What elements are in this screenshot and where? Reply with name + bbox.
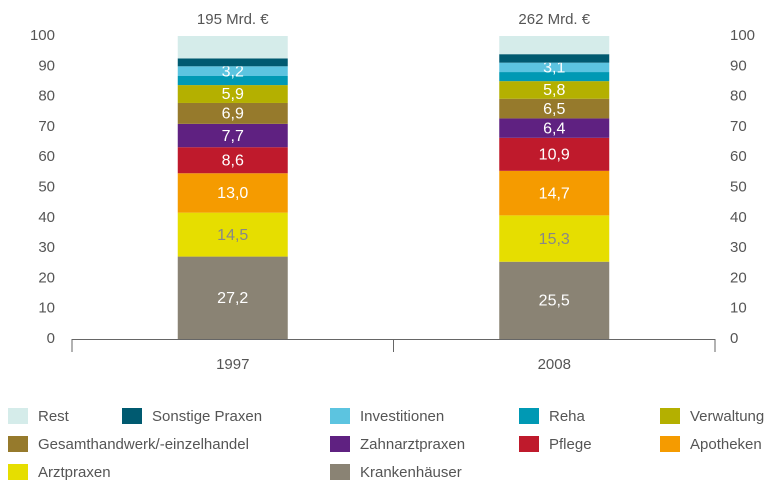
y-tick-label: 60 <box>38 148 55 165</box>
bar-segment <box>177 75 288 86</box>
y2-tick-label: 30 <box>730 239 747 256</box>
total-label: 262 Mrd. € <box>518 11 590 28</box>
value-label: 15,3 <box>539 231 570 248</box>
y2-tick-label: 0 <box>730 330 738 347</box>
bar-segment <box>499 81 610 99</box>
legend-swatch <box>122 408 142 424</box>
legend-swatch <box>330 464 350 480</box>
bar-segment <box>499 62 610 73</box>
y-tick-label: 100 <box>30 27 55 44</box>
bar-segment <box>499 118 610 138</box>
value-label: 27,2 <box>217 290 248 307</box>
bar-segment <box>499 72 610 82</box>
legend-swatch <box>660 408 680 424</box>
y2-tick-label: 10 <box>730 300 747 317</box>
value-label: 3,2 <box>222 63 244 80</box>
legend-swatch <box>8 436 28 452</box>
y-tick-label: 90 <box>38 57 55 74</box>
y-tick-label: 70 <box>38 118 55 135</box>
legend-swatch <box>660 436 680 452</box>
y2-tick-label: 100 <box>730 27 755 44</box>
total-label: 195 Mrd. € <box>197 11 269 28</box>
value-label: 14,5 <box>217 227 248 244</box>
legend-swatch <box>8 408 28 424</box>
value-label: 5,9 <box>222 86 244 103</box>
legend-label: Sonstige Praxen <box>152 408 262 425</box>
legend-label: Zahnarztpraxen <box>360 436 465 453</box>
y2-tick-label: 70 <box>730 118 747 135</box>
y2-tick-label: 50 <box>730 178 747 195</box>
y2-tick-label: 80 <box>730 88 747 105</box>
value-label: 6,4 <box>543 120 565 137</box>
y-tick-label: 0 <box>47 330 55 347</box>
value-label: 3,1 <box>543 60 565 77</box>
legend-label: Krankenhäuser <box>360 464 462 481</box>
bar-segment <box>499 54 610 63</box>
legend-swatch <box>330 408 350 424</box>
x-tick-label: 1997 <box>216 356 249 373</box>
value-label: 7,7 <box>222 128 244 145</box>
value-label: 5,8 <box>543 82 565 99</box>
value-label: 10,9 <box>539 147 570 164</box>
legend-label: Rest <box>38 408 70 425</box>
value-label: 6,5 <box>543 101 565 118</box>
bar-segment <box>499 98 610 119</box>
bar-segment <box>177 36 288 59</box>
bar-segment <box>499 261 610 339</box>
bar-segment <box>177 256 288 339</box>
legend-label: Reha <box>549 408 586 425</box>
y-tick-label: 10 <box>38 300 55 317</box>
y-tick-label: 20 <box>38 269 55 286</box>
legend-label: Arztpraxen <box>38 464 111 481</box>
y2-tick-label: 40 <box>730 209 747 226</box>
legend-label: Apotheken <box>690 436 762 453</box>
y2-tick-label: 60 <box>730 148 747 165</box>
y-tick-label: 40 <box>38 209 55 226</box>
bar-segment <box>499 170 610 216</box>
legend-label: Verwaltung <box>690 408 764 425</box>
value-label: 14,7 <box>539 185 570 202</box>
y2-tick-label: 90 <box>730 57 747 74</box>
bar-segment <box>177 123 288 148</box>
bar-segment <box>177 212 288 257</box>
legend-swatch <box>8 464 28 480</box>
bar-segment <box>177 58 288 67</box>
bar-segment <box>177 147 288 174</box>
legend-swatch <box>519 408 539 424</box>
legend-label: Investitionen <box>360 408 444 425</box>
y2-tick-label: 20 <box>730 269 747 286</box>
value-label: 8,6 <box>222 152 244 169</box>
y-tick-label: 50 <box>38 178 55 195</box>
legend-label: Pflege <box>549 436 592 453</box>
bar-segment <box>499 215 610 262</box>
bar-segment <box>177 85 288 103</box>
y-tick-label: 30 <box>38 239 55 256</box>
y-tick-label: 80 <box>38 88 55 105</box>
value-label: 13,0 <box>217 185 248 202</box>
bar-segment <box>177 66 288 76</box>
legend-label: Gesamthandwerk/-einzelhandel <box>38 436 249 453</box>
bar-segment <box>177 102 288 124</box>
bar-segment <box>499 36 610 55</box>
bar-segment <box>177 173 288 213</box>
value-label: 6,9 <box>222 106 244 123</box>
bar-segment <box>499 137 610 171</box>
legend-swatch <box>519 436 539 452</box>
legend-swatch <box>330 436 350 452</box>
value-label: 25,5 <box>539 293 570 310</box>
x-tick-label: 2008 <box>538 356 571 373</box>
